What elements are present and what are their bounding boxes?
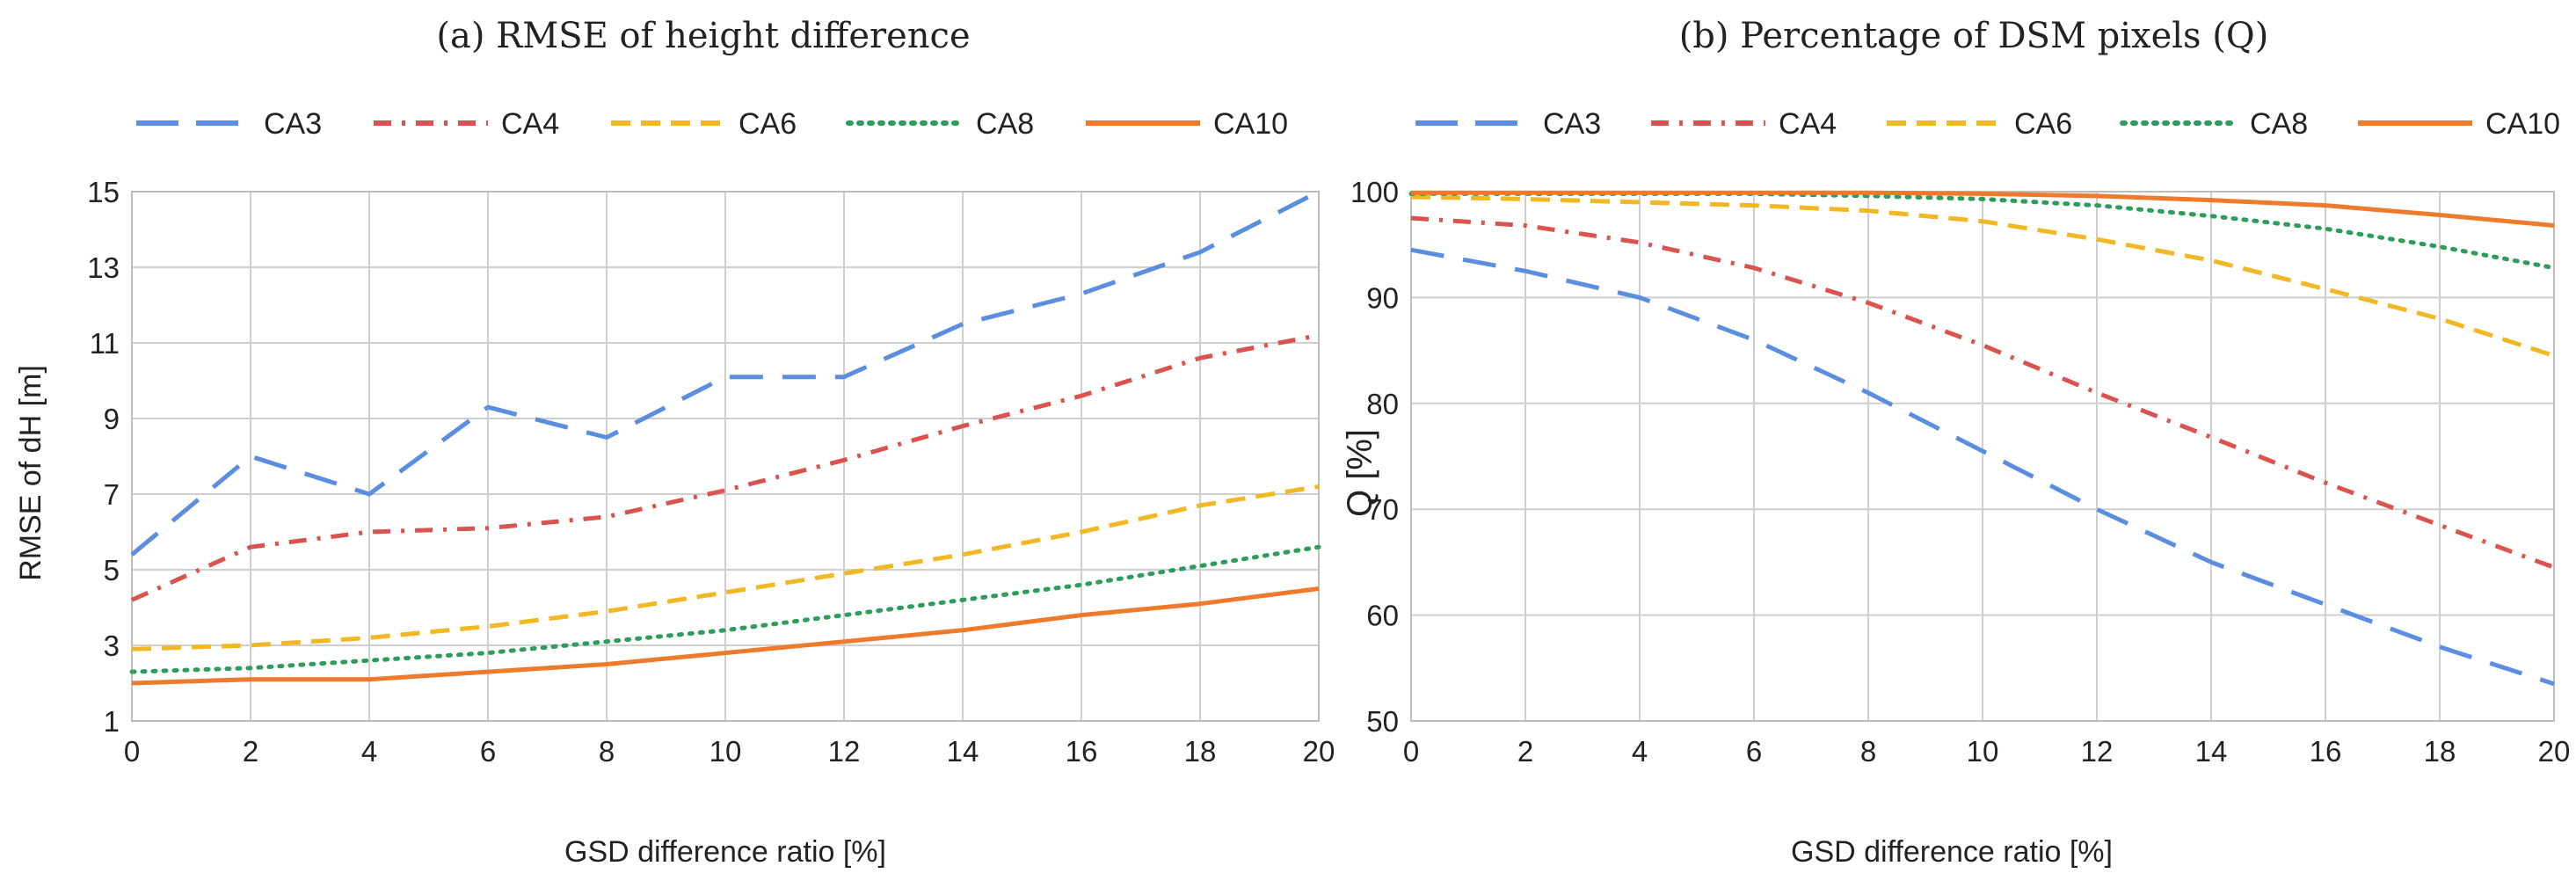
chart-a-x-tick-label: 14 bbox=[947, 735, 979, 768]
chart-b-y-tick-label: 70 bbox=[1366, 493, 1399, 526]
chart-a-x-tick-label: 20 bbox=[1303, 735, 1335, 768]
chart-a-series-ca10-line bbox=[131, 586, 1320, 686]
chart-a-series-ca8-line bbox=[129, 544, 1321, 674]
legend-label-ca10: CA10 bbox=[1213, 107, 1288, 141]
chart-a-y-tick-label: 11 bbox=[90, 327, 120, 360]
chart-b-y-tick-label: 90 bbox=[1366, 281, 1399, 314]
chart-b-y-tick-label: 50 bbox=[1366, 705, 1399, 738]
chart-a-x-tick-label: 16 bbox=[1066, 735, 1098, 768]
chart-b-y-tick-label: 100 bbox=[1350, 176, 1399, 208]
chart-a-title: (a) RMSE of height difference bbox=[436, 16, 970, 56]
chart-b-x-tick-label: 14 bbox=[2195, 735, 2228, 768]
chart-b-series-ca10-line bbox=[1411, 190, 2555, 229]
legend-label-ca3: CA3 bbox=[264, 107, 322, 141]
chart-a-series-ca6-line bbox=[131, 484, 1320, 651]
chart-b-x-tick-label: 20 bbox=[2538, 735, 2571, 768]
chart-b-x-tick-label: 2 bbox=[1517, 735, 1533, 768]
legend-label-ca4: CA4 bbox=[1779, 107, 1837, 141]
legend-label-ca6: CA6 bbox=[739, 107, 797, 141]
chart-a-y-axis-label: RMSE of dH [m] bbox=[14, 365, 47, 581]
legend-label-ca8: CA8 bbox=[976, 107, 1034, 141]
chart-a-x-tick-label: 0 bbox=[124, 735, 140, 768]
chart-a-x-tick-label: 12 bbox=[828, 735, 861, 768]
chart-a-x-tick-label: 6 bbox=[480, 735, 496, 768]
chart-a-x-tick-label: 4 bbox=[361, 735, 377, 768]
chart-a-plot-frame bbox=[131, 191, 1320, 722]
chart-b-x-tick-label: 0 bbox=[1403, 735, 1419, 768]
chart-b-y-tick-label: 60 bbox=[1366, 600, 1399, 632]
chart-a-series-ca4-line bbox=[130, 332, 1320, 602]
chart-b-x-tick-label: 10 bbox=[1967, 735, 1999, 768]
legend-label-ca6: CA6 bbox=[2014, 107, 2072, 141]
chart-a: (a) RMSE of height difference GSD differ… bbox=[14, 16, 1335, 869]
legend-label-ca3: CA3 bbox=[1543, 107, 1601, 141]
chart-b-x-tick-label: 4 bbox=[1632, 735, 1648, 768]
chart-b-y-tick-label: 80 bbox=[1366, 388, 1399, 420]
chart-b-x-axis-label: GSD difference ratio [%] bbox=[1791, 835, 2113, 869]
chart-a-x-tick-label: 10 bbox=[709, 735, 742, 768]
chart-a-x-tick-label: 18 bbox=[1184, 735, 1217, 768]
chart-b-x-tick-label: 8 bbox=[1860, 735, 1876, 768]
legend-label-ca10: CA10 bbox=[2485, 107, 2560, 141]
chart-b: (b) Percentage of DSM pixels (Q) GSD dif… bbox=[1341, 16, 2570, 869]
chart-b-title: (b) Percentage of DSM pixels (Q) bbox=[1679, 16, 2269, 56]
chart-a-y-tick-label: 3 bbox=[104, 630, 120, 662]
legend-label-ca4: CA4 bbox=[501, 107, 559, 141]
chart-a-y-tick-label: 7 bbox=[104, 478, 120, 511]
chart-a-y-tick-label: 1 bbox=[104, 705, 120, 738]
chart-a-y-tick-label: 5 bbox=[104, 554, 120, 586]
chart-a-x-axis-label: GSD difference ratio [%] bbox=[564, 835, 886, 869]
chart-b-x-tick-label: 6 bbox=[1746, 735, 1762, 768]
chart-b-series-ca3-line bbox=[1410, 247, 2555, 687]
chart-b-x-tick-label: 16 bbox=[2310, 735, 2342, 768]
chart-a-x-tick-label: 8 bbox=[599, 735, 615, 768]
chart-b-y-axis-label: Q [%] bbox=[1341, 429, 1379, 517]
chart-a-series-ca3-line bbox=[130, 189, 1321, 557]
legend-label-ca8: CA8 bbox=[2250, 107, 2308, 141]
chart-a-y-tick-label: 9 bbox=[104, 403, 120, 435]
chart-b-x-tick-label: 18 bbox=[2424, 735, 2456, 768]
chart-b-series-ca6-line bbox=[1410, 194, 2555, 358]
chart-b-x-tick-label: 12 bbox=[2081, 735, 2114, 768]
chart-a-x-tick-label: 2 bbox=[243, 735, 258, 768]
chart-a-y-tick-label: 13 bbox=[87, 251, 120, 284]
chart-a-y-tick-label: 15 bbox=[87, 176, 120, 208]
